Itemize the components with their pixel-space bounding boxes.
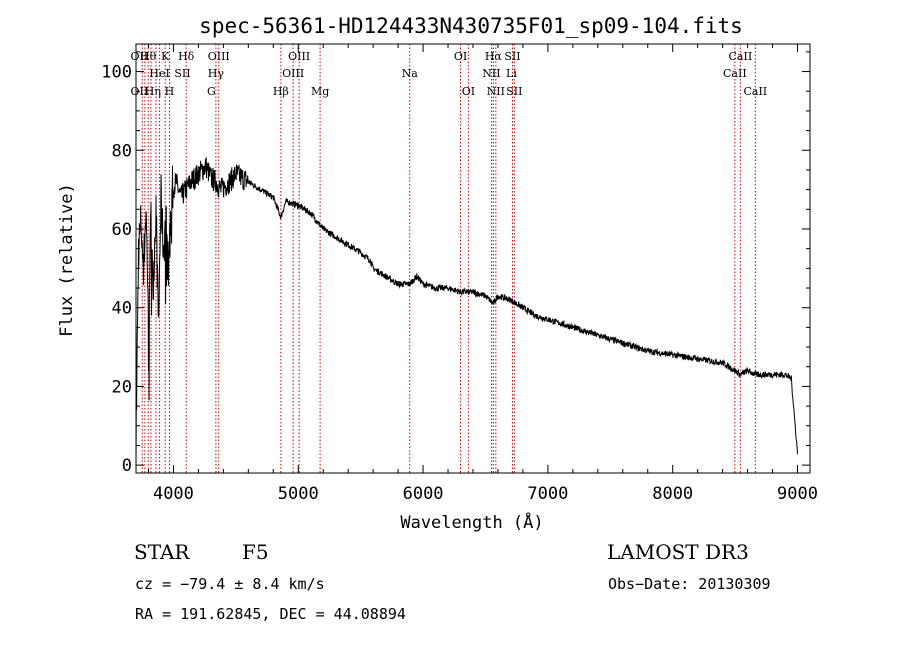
y-tick-label: 100 [101, 63, 132, 83]
survey-name: LAMOST DR3 [607, 540, 749, 564]
y-tick-label: 20 [112, 377, 132, 397]
spectral-line-label: CaII [729, 50, 753, 63]
spectral-line-label: SII [506, 85, 522, 98]
chart-title: spec-56361-HD124433N430735F01_sp09-104.f… [199, 14, 743, 38]
spectral-line-label: Hβ [273, 85, 289, 98]
y-tick-label: 0 [122, 456, 132, 476]
x-tick-label: 8000 [652, 484, 693, 504]
spectral-line-label: Hδ [178, 50, 195, 63]
spectral-line-label: CaII [723, 67, 747, 80]
spectral-line-label: H [165, 85, 175, 98]
spectral-line-label: Li [506, 67, 517, 80]
object-subclass: F5 [242, 540, 269, 564]
redshift-cz: cz = −79.4 ± 8.4 km/s [135, 575, 325, 593]
spectral-line-label: Na [402, 67, 419, 80]
coordinates: RA = 191.62845, DEC = 44.08894 [135, 605, 406, 623]
spectral-line-label: Hη [145, 85, 161, 98]
y-tick-label: 80 [112, 141, 132, 161]
spectral-line-label: OII [131, 50, 149, 63]
spectral-line-label: OIII [282, 67, 304, 80]
spectral-line-label: OI [462, 85, 475, 98]
spectral-line-label: NII [482, 67, 500, 80]
spectral-line-label: OIII [288, 50, 310, 63]
object-class: STAR [134, 540, 190, 564]
spectral-line-label: CaII [743, 85, 767, 98]
spectral-line-label: OI [454, 50, 467, 63]
spectral-line-label: Hθ [140, 50, 157, 63]
spectral-line-label: Mg [311, 85, 329, 98]
x-tick-label: 7000 [527, 484, 568, 504]
y-tick-label: 40 [112, 299, 132, 319]
spectrum-series [135, 157, 798, 470]
spectral-line-label: NII [487, 85, 505, 98]
plot-frame [135, 43, 811, 474]
x-tick-label: 4000 [153, 484, 194, 504]
y-axis-label: Flux (relative) [57, 183, 77, 337]
x-tick-label: 9000 [777, 484, 818, 504]
spectral-line-label: HeI [149, 67, 169, 80]
spectral-line-label: Hα [485, 50, 503, 63]
spectral-line-label: Hγ [208, 67, 225, 80]
y-axis-ticks: 0 20 40 60 80 100 [101, 51, 810, 476]
obs-date: Obs−Date: 20130309 [608, 575, 771, 593]
spectral-line-label: SII [174, 67, 190, 80]
spectral-line-label: OIII [208, 50, 230, 63]
spectrum-line [135, 157, 798, 470]
spectral-line-label: SII [504, 50, 520, 63]
spectral-line-label: G [207, 85, 216, 98]
y-tick-label: 60 [112, 220, 132, 240]
x-tick-label: 6000 [403, 484, 444, 504]
spectral-line-markers [141, 44, 756, 473]
x-tick-label: 5000 [278, 484, 319, 504]
x-axis-label: Wavelength (Å) [400, 511, 543, 533]
x-axis-ticks: 4000 5000 6000 7000 8000 9000 [147, 44, 818, 504]
spectral-line-label: K [161, 50, 170, 63]
